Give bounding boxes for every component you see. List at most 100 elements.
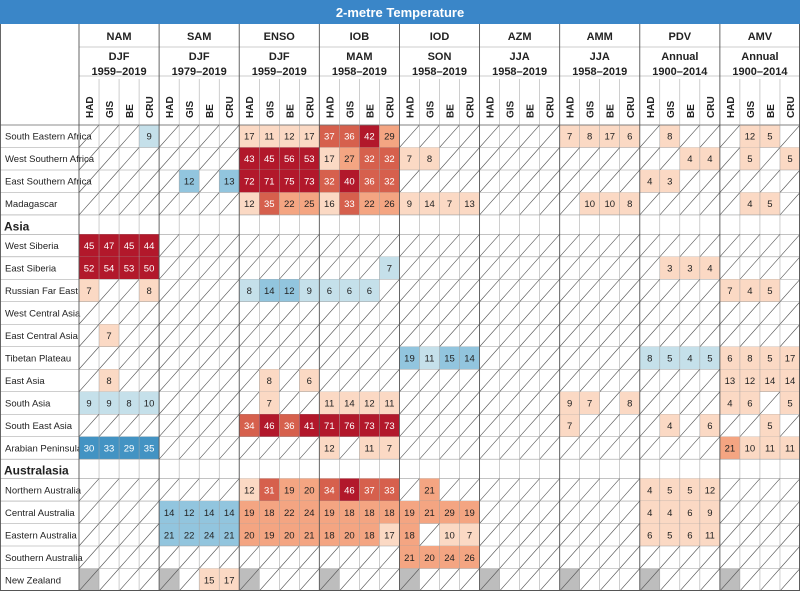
cell-arabian-peninsula-34-value: 11 (765, 443, 775, 454)
cell-northern-australia-20-nonsig (479, 478, 500, 502)
cell-east-central-asia-24-nonsig (559, 324, 580, 347)
cell-madagascar-26-value: 10 (604, 199, 615, 210)
cell-central-australia-19 (459, 501, 480, 524)
cell-eastern-australia-19 (459, 523, 480, 547)
cell-south-asia-32-value: 4 (727, 398, 732, 409)
cell-east-central-asia-9-nonsig (259, 324, 280, 347)
cell-central-australia-14 (359, 501, 380, 524)
cell-east-siberia-0-value: 52 (84, 264, 95, 275)
cell-east-southern-africa-5-value: 12 (184, 177, 195, 188)
cell-west-siberia-23-nonsig (539, 234, 560, 257)
dataset-cru-pdv: CRU (706, 96, 717, 118)
cell-east-asia-4-nonsig (158, 369, 180, 392)
cell-central-australia-7 (219, 501, 240, 524)
cell-central-australia-6 (199, 501, 220, 524)
cell-new-zealand-2-nonsig (118, 568, 140, 591)
region-label-east-central-asia: East Central Asia (5, 331, 79, 342)
cell-tibetan-plateau-22-nonsig (519, 346, 540, 370)
cell-arabian-peninsula-14 (359, 436, 380, 460)
cell-madagascar-13-value: 33 (344, 199, 355, 210)
cell-west-central-asia-17-nonsig (419, 301, 440, 325)
dataset-be-iod: BE (446, 104, 457, 118)
cell-eastern-australia-7-value: 21 (224, 530, 235, 541)
cell-east-southern-africa-5 (179, 169, 200, 193)
cell-south-east-asia-15-value: 73 (384, 421, 395, 432)
cell-madagascar-11 (299, 192, 320, 215)
cell-southern-australia-31-nonsig (699, 545, 721, 569)
cell-madagascar-34 (759, 192, 780, 215)
cell-east-central-asia-21-nonsig (499, 324, 520, 347)
cell-tibetan-plateau-4-nonsig (158, 346, 180, 370)
cell-new-zealand-14-nonsig (359, 568, 380, 591)
cell-south-east-asia-19-nonsig (459, 414, 480, 437)
cell-arabian-peninsula-19-nonsig (459, 436, 480, 460)
cell-tibetan-plateau-19-value: 14 (464, 354, 475, 365)
cell-central-australia-5-value: 12 (184, 508, 195, 519)
cell-madagascar-28-nonsig (639, 192, 661, 216)
cell-central-australia-3-nonsig (138, 500, 160, 524)
cell-east-asia-23-nonsig (539, 369, 560, 392)
cell-madagascar-16 (399, 192, 420, 215)
cell-east-asia-6-nonsig (198, 369, 220, 392)
cell-eastern-australia-8 (239, 523, 260, 547)
cell-southern-australia-23-nonsig (539, 545, 560, 569)
cell-russian-far-east-9-value: 14 (264, 286, 275, 297)
cell-madagascar-31-nonsig (699, 192, 721, 216)
cell-west-siberia-15-nonsig (379, 234, 400, 257)
cell-south-east-asia-31 (699, 414, 720, 437)
cell-south-east-asia-24 (559, 414, 580, 437)
cell-madagascar-14-value: 22 (364, 199, 375, 210)
cell-east-siberia-15 (379, 256, 400, 280)
cell-northern-australia-29-value: 5 (667, 485, 672, 496)
cell-russian-far-east-11 (299, 279, 320, 302)
cell-tibetan-plateau-28-value: 8 (647, 354, 652, 365)
cell-south-asia-18-nonsig (439, 391, 460, 415)
cell-new-zealand-21-nonsig (499, 568, 520, 591)
cell-east-central-asia-35-nonsig (779, 324, 800, 347)
cell-east-asia-11 (299, 369, 320, 392)
cell-arabian-peninsula-3-value: 35 (144, 443, 155, 454)
cell-southern-australia-3-nonsig (138, 545, 160, 569)
cell-southern-australia-24-nonsig (559, 545, 580, 569)
cell-southern-australia-11-nonsig (299, 545, 320, 569)
cell-south-east-asia-31-value: 6 (707, 421, 712, 432)
cell-south-east-asia-12-value: 71 (324, 421, 335, 432)
cell-new-zealand-19-nonsig (459, 568, 480, 591)
mode-name-enso: ENSO (264, 31, 296, 43)
cell-madagascar-20-nonsig (479, 192, 500, 216)
cell-south-asia-9 (259, 391, 280, 415)
cell-east-asia-32-value: 13 (725, 376, 736, 387)
dataset-had-amv: HAD (726, 96, 737, 118)
cell-east-southern-africa-19-nonsig (459, 169, 480, 193)
cell-east-asia-14-nonsig (359, 369, 380, 392)
cell-arabian-peninsula-9-nonsig (259, 436, 280, 460)
cell-east-siberia-2-value: 53 (124, 264, 135, 275)
dataset-gis-amm: GIS (586, 100, 597, 118)
cell-tibetan-plateau-33 (739, 346, 760, 370)
mode-name-iob: IOB (350, 31, 370, 43)
cell-south-eastern-africa-30-nonsig (679, 124, 701, 148)
cell-tibetan-plateau-0-nonsig (78, 346, 100, 370)
cell-west-siberia-6-nonsig (198, 234, 220, 257)
cell-south-eastern-africa-3-value: 9 (146, 132, 151, 143)
cell-eastern-australia-27-nonsig (619, 523, 641, 547)
cell-madagascar-25 (579, 192, 600, 215)
cell-south-eastern-africa-27-value: 6 (627, 132, 632, 143)
dataset-be-azm: BE (526, 104, 537, 118)
mode-season-azm: JJA (510, 51, 530, 63)
cell-south-east-asia-35-nonsig (779, 414, 800, 437)
cell-west-southern-africa-13-value: 27 (344, 154, 355, 165)
cell-east-siberia-1 (99, 256, 120, 280)
cell-south-asia-9-value: 7 (267, 398, 272, 409)
cell-east-southern-africa-31-nonsig (699, 169, 721, 193)
cell-russian-far-east-26-nonsig (599, 279, 620, 302)
cell-south-eastern-africa-10 (279, 125, 300, 148)
cell-west-southern-africa-25-nonsig (579, 147, 600, 171)
cell-south-east-asia-25-nonsig (579, 414, 600, 437)
cell-russian-far-east-32 (719, 279, 740, 302)
region-label-west-central-asia: West Central Asia (5, 309, 81, 320)
cell-west-southern-africa-16-value: 7 (407, 154, 412, 165)
dataset-gis-enso: GIS (265, 100, 276, 118)
cell-madagascar-34-value: 5 (767, 199, 772, 210)
cell-south-east-asia-11-value: 41 (304, 421, 315, 432)
